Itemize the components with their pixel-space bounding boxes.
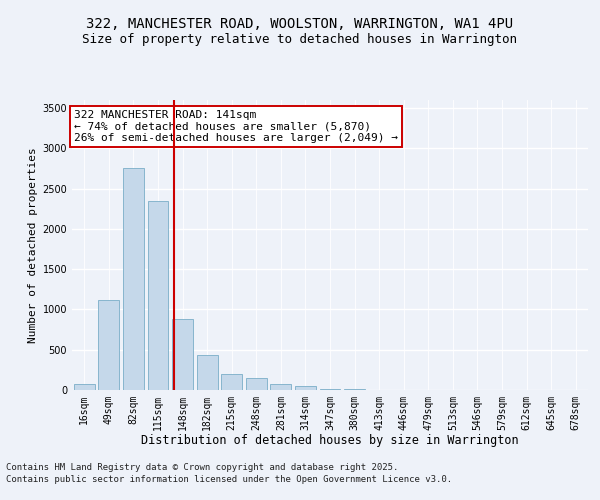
Bar	[148, 200, 169, 390]
Bar	[246, 378, 267, 390]
Bar	[295, 386, 316, 390]
Bar	[271, 384, 292, 390]
Y-axis label: Number of detached properties: Number of detached properties	[28, 147, 38, 343]
Bar	[123, 168, 144, 390]
X-axis label: Distribution of detached houses by size in Warrington: Distribution of detached houses by size …	[141, 434, 519, 448]
Bar	[197, 356, 218, 390]
Bar	[74, 384, 95, 390]
Bar	[172, 319, 193, 390]
Text: Contains HM Land Registry data © Crown copyright and database right 2025.: Contains HM Land Registry data © Crown c…	[6, 464, 398, 472]
Text: Size of property relative to detached houses in Warrington: Size of property relative to detached ho…	[83, 32, 517, 46]
Text: 322, MANCHESTER ROAD, WOOLSTON, WARRINGTON, WA1 4PU: 322, MANCHESTER ROAD, WOOLSTON, WARRINGT…	[86, 18, 514, 32]
Bar	[98, 300, 119, 390]
Bar	[221, 374, 242, 390]
Bar	[320, 388, 340, 390]
Text: Contains public sector information licensed under the Open Government Licence v3: Contains public sector information licen…	[6, 475, 452, 484]
Text: 322 MANCHESTER ROAD: 141sqm
← 74% of detached houses are smaller (5,870)
26% of : 322 MANCHESTER ROAD: 141sqm ← 74% of det…	[74, 110, 398, 143]
